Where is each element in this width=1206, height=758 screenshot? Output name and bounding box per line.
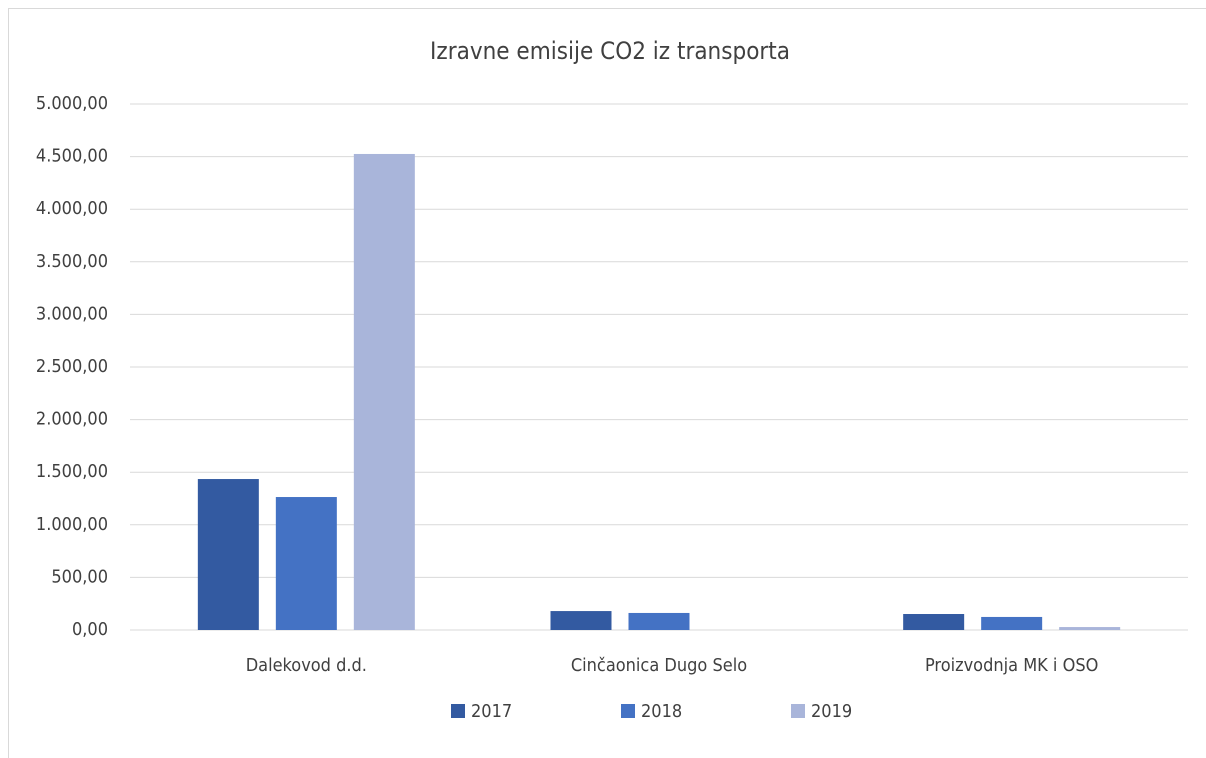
bar [981, 616, 1043, 630]
y-tick-label: 3.000,00 [36, 303, 108, 324]
bar [550, 611, 612, 630]
legend-swatch [791, 704, 805, 718]
bar [275, 497, 337, 630]
y-tick-label: 2.500,00 [36, 356, 108, 377]
bar [1059, 627, 1121, 630]
bar [903, 614, 965, 630]
x-tick-label: Cinčaonica Dugo Selo [571, 655, 747, 676]
chart-border [8, 8, 1206, 758]
y-tick-label: 3.500,00 [36, 251, 108, 272]
legend-swatch [451, 704, 465, 718]
legend-label: 2018 [641, 701, 682, 722]
legend-label: 2017 [471, 701, 512, 722]
y-tick-label: 2.000,00 [36, 409, 108, 430]
y-tick-label: 500,00 [51, 566, 108, 587]
x-tick-label: Dalekovod d.d. [246, 655, 367, 676]
chart-title: Izravne emisije CO2 iz transporta [430, 37, 790, 65]
y-tick-label: 0,00 [72, 619, 108, 640]
legend-label: 2019 [811, 701, 852, 722]
legend-swatch [621, 704, 635, 718]
bar [628, 612, 690, 630]
y-tick-label: 4.000,00 [36, 198, 108, 219]
bar [353, 153, 415, 630]
bar [197, 479, 259, 630]
x-tick-label: Proizvodnja MK i OSO [925, 655, 1098, 676]
y-tick-label: 1.500,00 [36, 461, 108, 482]
y-tick-label: 5.000,00 [36, 93, 108, 114]
y-tick-label: 4.500,00 [36, 146, 108, 167]
y-tick-label: 1.000,00 [36, 514, 108, 535]
